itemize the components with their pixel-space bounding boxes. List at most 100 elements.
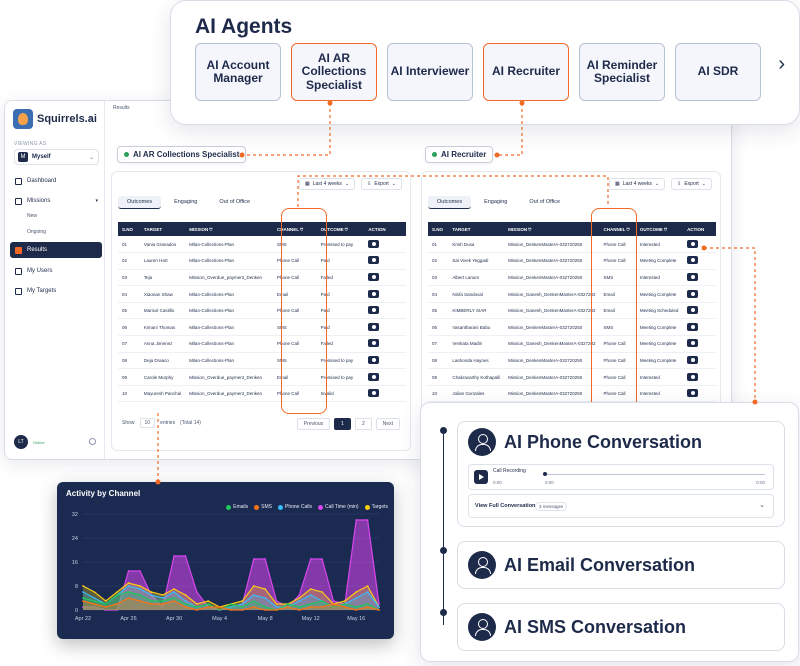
collapse-sidebar-icon[interactable]: ‹	[89, 113, 92, 123]
filter-icon[interactable]: ⛉	[343, 226, 348, 232]
agent-button-ai-account-manager[interactable]: AI Account Manager	[195, 43, 281, 101]
cell-target: Albert Lanum	[448, 269, 505, 287]
chevron-right-icon[interactable]: ›	[778, 53, 785, 75]
eye-icon[interactable]	[368, 289, 380, 298]
eye-icon[interactable]	[368, 239, 380, 248]
column-header-mission[interactable]: MISSION ⛉	[185, 222, 273, 236]
legend-item[interactable]: Call Time (min)	[317, 504, 359, 510]
logo[interactable]: Squirrels.ai	[13, 109, 97, 129]
export-button[interactable]: ⇩ Export ⌄	[671, 178, 712, 190]
sidebar-item-my-targets[interactable]: My Targets	[10, 283, 102, 299]
legend-item[interactable]: Phone Calls	[278, 504, 312, 510]
filter-icon[interactable]: ⛉	[662, 226, 667, 232]
eye-icon[interactable]	[687, 272, 699, 281]
cell-channel: Phone Call	[599, 352, 636, 370]
eye-icon[interactable]	[368, 372, 380, 381]
date-range-select[interactable]: ▦ Last 4 weeks ⌄	[609, 178, 666, 190]
tab-outcomes[interactable]: Outcomes	[118, 196, 162, 209]
recording-progress-knob[interactable]	[543, 472, 547, 476]
eye-icon[interactable]	[687, 239, 699, 248]
user-select[interactable]: M Myself ⌄	[14, 149, 99, 165]
next-page-button[interactable]: Next	[375, 418, 400, 430]
table-row: 05 KIMBERLY SIAR Mission_Ganesh_DenkenMast…	[428, 302, 716, 320]
recruiter-agent-tag[interactable]: AI Recruiter	[425, 146, 494, 163]
gear-icon[interactable]	[89, 438, 96, 445]
agent-button-ai-ar-collections-specialist[interactable]: AI AR Collections Specialist	[291, 43, 377, 101]
page-size-select[interactable]: 10	[139, 418, 156, 428]
column-header-outcome[interactable]: OUTCOME ⛉	[635, 222, 684, 236]
eye-icon[interactable]	[368, 272, 380, 281]
sidebar-item-results[interactable]: Results	[10, 242, 102, 258]
eye-icon[interactable]	[368, 389, 380, 398]
cell-sno: 02	[118, 252, 140, 270]
eye-icon[interactable]	[368, 322, 380, 331]
collections-agent-tag[interactable]: AI AR Collections Specialist	[117, 146, 247, 163]
tab-out-of-office[interactable]: Out of Office	[529, 199, 561, 205]
date-range-select[interactable]: ▦ Last 4 weeks ⌄	[299, 178, 356, 190]
recording-progress-track[interactable]	[545, 474, 765, 475]
tab-engaging[interactable]: Engaging	[174, 199, 198, 205]
filter-icon[interactable]: ⛉	[527, 226, 532, 232]
phone-conversation-header[interactable]: AI Phone Conversation	[458, 422, 784, 462]
filter-icon[interactable]: ⛉	[298, 226, 304, 232]
eye-icon[interactable]	[368, 256, 380, 265]
eye-icon[interactable]	[687, 355, 699, 364]
eye-icon[interactable]	[687, 372, 699, 381]
legend-item[interactable]: Emails	[226, 504, 248, 510]
sms-conversation-header[interactable]: AI SMS Conversation	[458, 604, 784, 650]
eye-icon[interactable]	[368, 306, 380, 315]
agent-button-ai-reminder-specialist[interactable]: AI Reminder Specialist	[579, 43, 665, 101]
sidebar-subitem-new[interactable]: New	[27, 213, 38, 219]
filter-icon[interactable]: ⛉	[208, 226, 213, 232]
column-header-target[interactable]: TARGET	[448, 222, 505, 236]
sidebar-item-dashboard[interactable]: Dashboard	[10, 173, 102, 189]
cell-mission: Milan-Collections-Plan	[185, 318, 273, 337]
tab-engaging[interactable]: Engaging	[484, 199, 508, 205]
cell-target: Julian Gonzales	[448, 385, 505, 403]
agent-button-ai-recruiter[interactable]: AI Recruiter	[483, 43, 569, 101]
eye-icon[interactable]	[687, 339, 699, 348]
data-point	[82, 591, 84, 593]
avatar[interactable]: LT	[14, 435, 28, 449]
agent-button-ai-interviewer[interactable]: AI Interviewer	[387, 43, 473, 101]
page-button-2[interactable]: 2	[354, 418, 372, 430]
eye-icon[interactable]	[368, 339, 380, 348]
sidebar-item-my-users[interactable]: My Users	[10, 263, 102, 279]
eye-icon[interactable]	[687, 256, 699, 265]
email-conversation[interactable]: AI Email Conversation	[457, 541, 785, 589]
tab-outcomes[interactable]: Outcomes	[428, 196, 472, 209]
page-button-1[interactable]: 1	[334, 418, 351, 430]
legend-swatch	[278, 504, 283, 510]
eye-icon[interactable]	[687, 389, 699, 398]
eye-icon[interactable]	[687, 322, 699, 331]
column-header-label: ACTION	[368, 226, 386, 232]
sidebar-subitem-ongoing[interactable]: Ongoing	[27, 229, 46, 235]
agent-button-ai-sdr[interactable]: AI SDR	[675, 43, 761, 101]
cell-target: Marisol Castillo	[139, 302, 186, 320]
export-icon: ⇩	[367, 181, 372, 187]
export-label: Export	[374, 181, 389, 187]
legend-swatch	[226, 504, 232, 510]
sms-conversation[interactable]: AI SMS Conversation	[457, 603, 785, 651]
column-header-channel[interactable]: CHANNEL ⛉	[272, 222, 317, 236]
column-header-mission[interactable]: MISSION ⛉	[504, 222, 600, 236]
eye-icon[interactable]	[687, 306, 699, 315]
column-header-target[interactable]: TARGET	[139, 222, 186, 236]
eye-icon[interactable]	[368, 355, 380, 364]
column-header-channel[interactable]: CHANNEL ⛉	[599, 222, 636, 236]
play-icon[interactable]	[474, 470, 488, 484]
table-row: 02 Sai Vivek Yeggadi Mission_DenkenMasterA…	[428, 252, 716, 270]
view-full-conversation-button[interactable]: View Full Conversation 3 messages ⌄	[468, 494, 774, 518]
sidebar-item-missions[interactable]: Missions ▾	[10, 193, 102, 209]
table-row: 01 Vania Granados Milan-Collections-Plan SM…	[118, 236, 406, 254]
tab-out-of-office[interactable]: Out of Office	[219, 199, 251, 205]
filter-icon[interactable]: ⛉	[625, 226, 630, 232]
prev-page-button[interactable]: Previous	[296, 418, 331, 430]
export-button[interactable]: ⇩ Export ⌄	[361, 178, 402, 190]
cell-target: Anna Jimenez	[139, 335, 186, 353]
legend-item[interactable]: SMS	[254, 504, 272, 510]
eye-icon[interactable]	[687, 289, 699, 298]
legend-item[interactable]: Targets	[364, 504, 388, 510]
column-header-outcome[interactable]: OUTCOME ⛉	[316, 222, 365, 236]
email-conversation-header[interactable]: AI Email Conversation	[458, 542, 784, 588]
